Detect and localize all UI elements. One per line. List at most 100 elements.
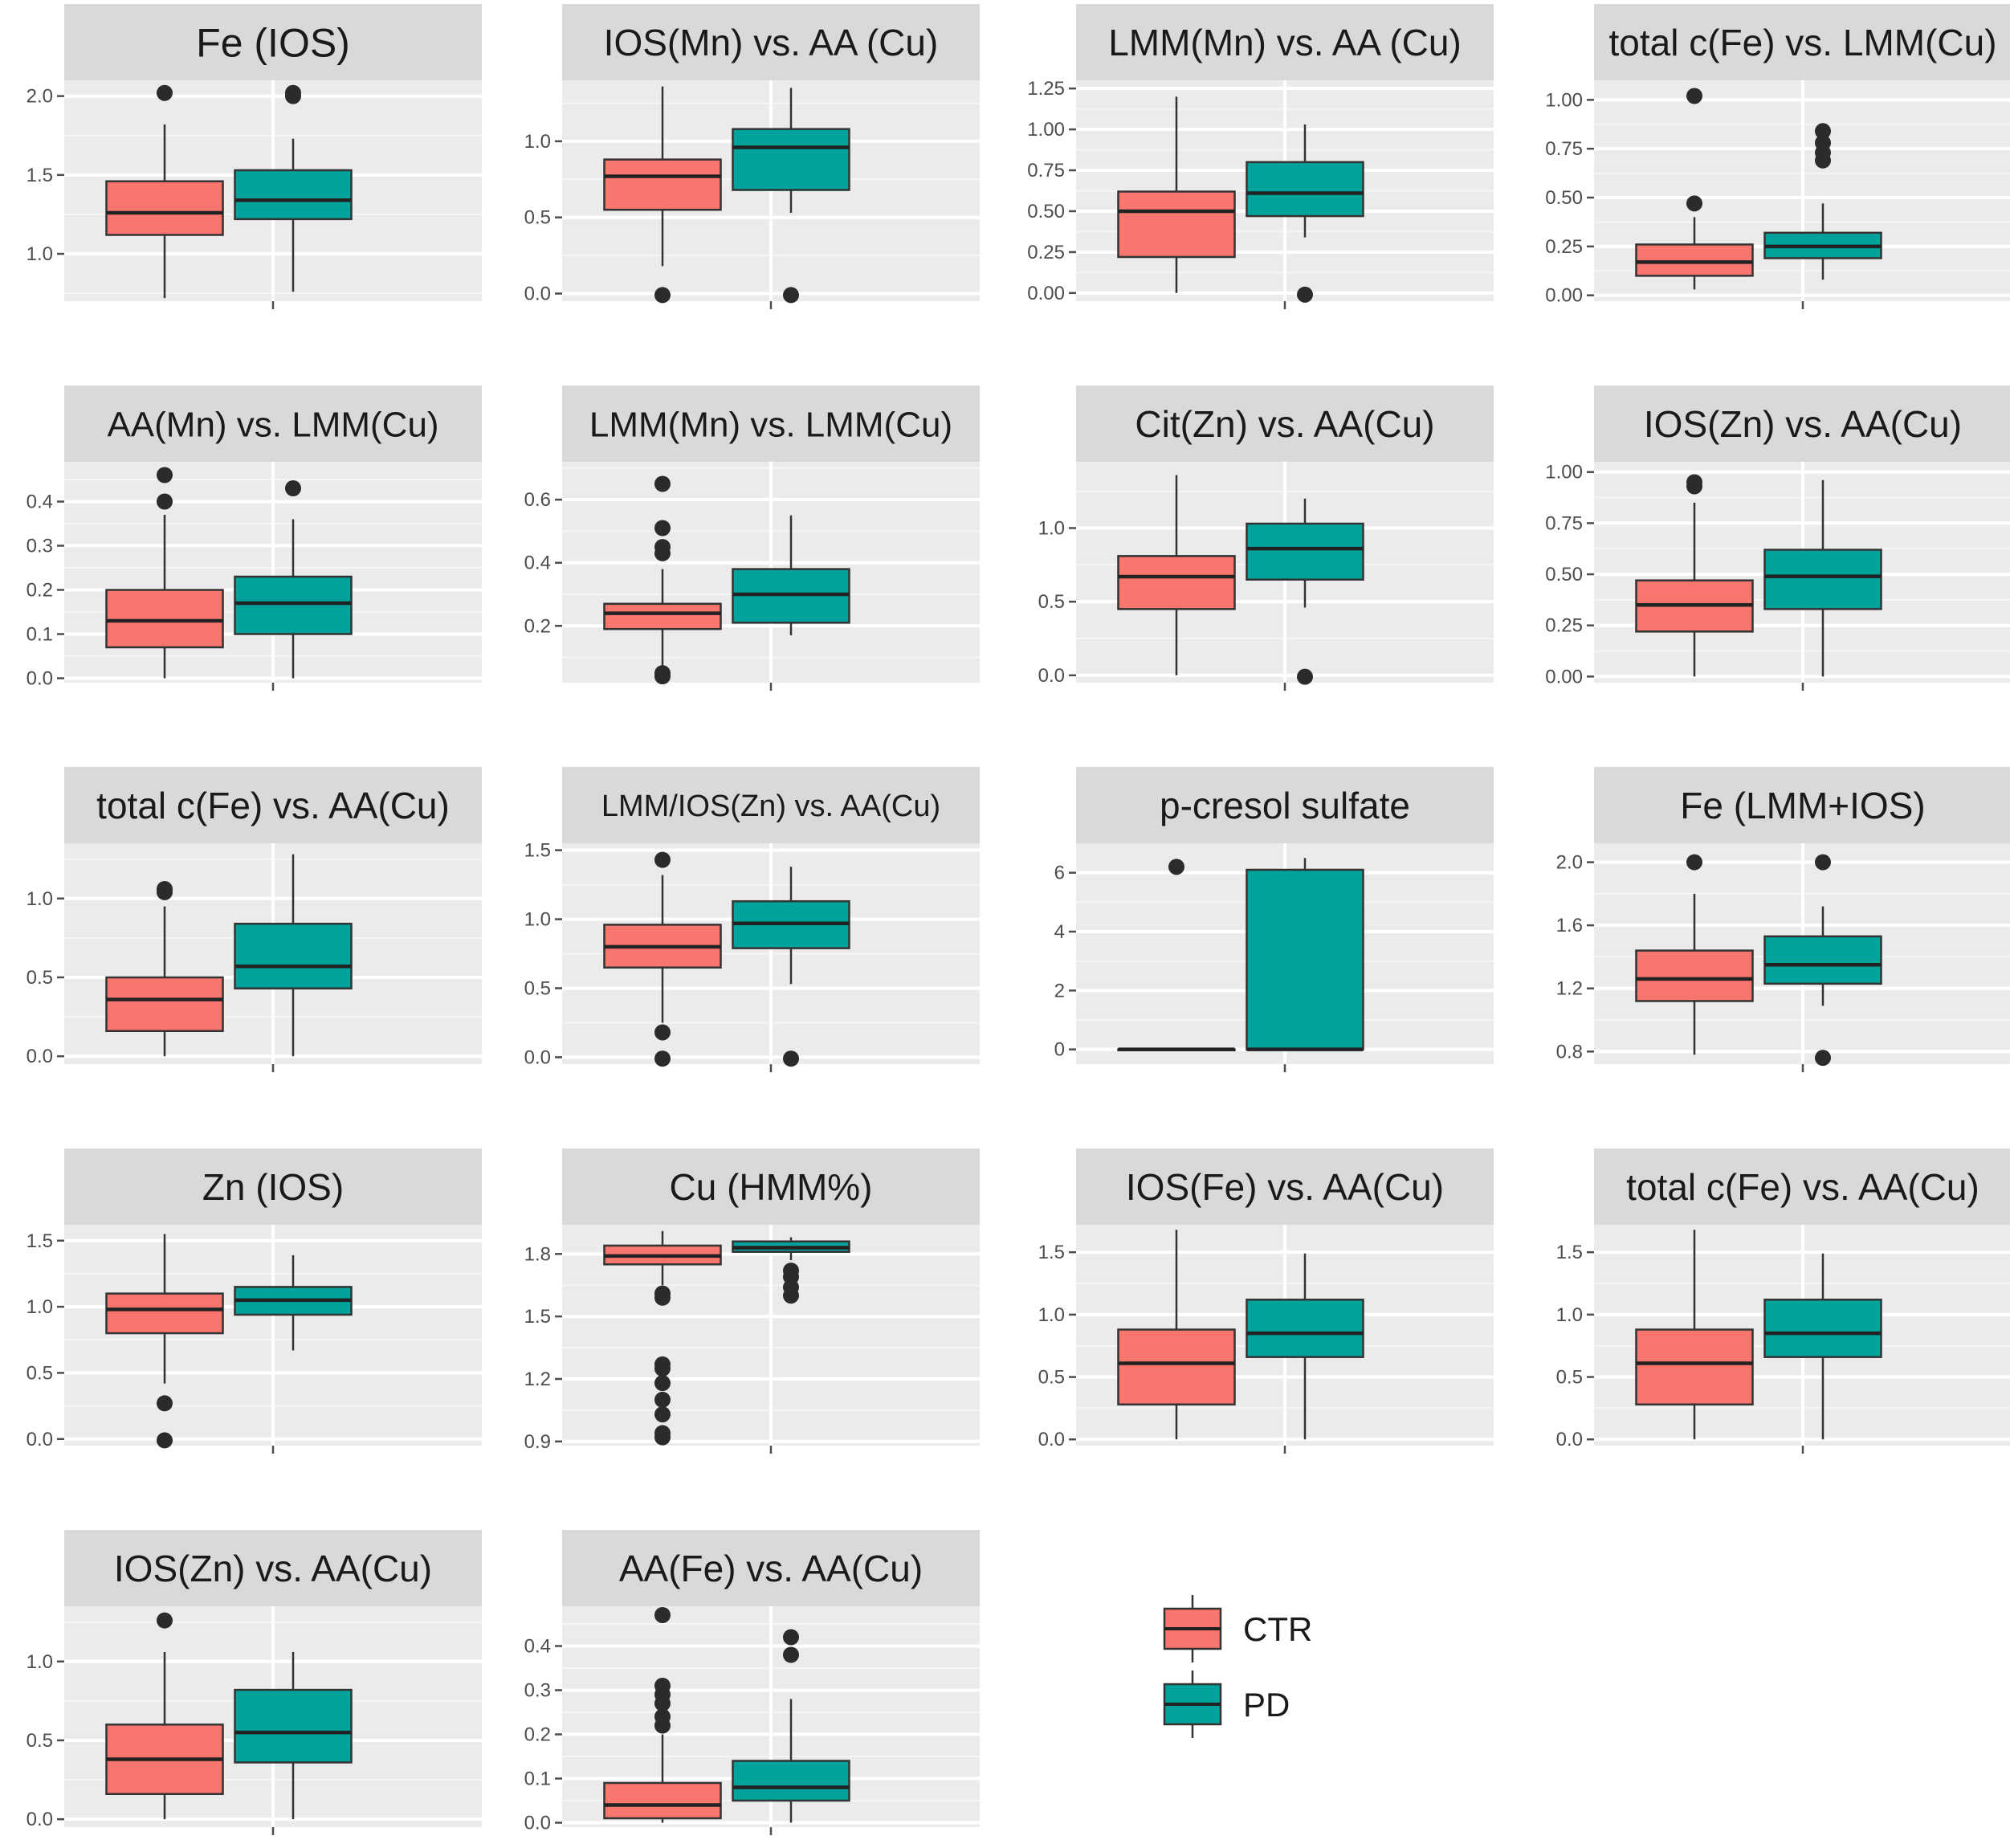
outlier-point (654, 539, 671, 556)
outlier-point (285, 84, 301, 101)
outlier-point (654, 1050, 671, 1067)
facet-title: Cit(Zn) vs. AA(Cu) (1135, 403, 1434, 445)
facet-title: IOS(Mn) vs. AA (Cu) (604, 22, 939, 63)
outlier-point (654, 1425, 671, 1442)
outlier-point (1297, 286, 1313, 303)
y-tick-label: 2.0 (1556, 852, 1583, 874)
y-tick-label: 1.00 (1027, 119, 1065, 141)
y-tick-label: 0.1 (524, 1768, 551, 1790)
facet-strip (1594, 1148, 2010, 1225)
box-ctr (1635, 854, 1754, 1055)
box-pd (732, 1629, 850, 1823)
y-tick-label: 0.50 (1545, 187, 1583, 209)
outlier-point (654, 475, 671, 492)
facet-title: IOS(Zn) vs. AA(Cu) (114, 1548, 432, 1589)
y-tick-label: 0.0 (27, 1046, 53, 1067)
box-ctr (603, 1230, 722, 1446)
facet-strip (1076, 4, 1494, 80)
facet-title: AA(Mn) vs. LMM(Cu) (107, 405, 438, 444)
y-tick-label: 1.25 (1027, 78, 1065, 100)
legend-item-ctr: CTR (1163, 1595, 1312, 1662)
outlier-point (654, 1391, 671, 1408)
y-tick-label: 0.0 (27, 668, 53, 690)
facet-strip (1076, 386, 1494, 462)
y-tick-label: 0.2 (524, 1724, 551, 1746)
facet-strip (1594, 4, 2010, 80)
outlier-point (1168, 859, 1184, 875)
outlier-point (783, 1646, 799, 1663)
facet-title: IOS(Fe) vs. AA(Cu) (1126, 1166, 1444, 1208)
facet-title: Zn (IOS) (202, 1166, 344, 1208)
outlier-point (654, 1678, 671, 1694)
box-ctr (1117, 1230, 1236, 1440)
facet-4-total-c-fe-vs-lmm-cu: total c(Fe) vs. LMM(Cu) 1.00 0.75 0.50 0.25 0… (1545, 4, 2010, 309)
box-pd (234, 1651, 353, 1820)
legend-item-pd: PD (1163, 1671, 1290, 1738)
y-tick-label: 1.00 (1545, 89, 1583, 111)
facet-16-total-c-fe-vs-aa-cu: total c(Fe) vs. AA(Cu) 1.5 1.0 0.5 0.0 (1556, 1148, 2010, 1454)
box-iqr (603, 158, 722, 211)
box-pd (1763, 479, 1882, 677)
box-ctr (1635, 1230, 1754, 1440)
outlier-point (654, 1356, 671, 1373)
facet-title: total c(Fe) vs. AA(Cu) (96, 785, 450, 826)
box-ctr (603, 1607, 722, 1823)
y-tick-label: 1.0 (27, 1296, 53, 1318)
facet-title: IOS(Zn) vs. AA(Cu) (1644, 403, 1962, 445)
box-iqr (732, 128, 850, 191)
legend: CTR PD (1163, 1595, 1312, 1738)
facet-strip (562, 1148, 980, 1225)
facet-title: AA(Fe) vs. AA(Cu) (619, 1548, 923, 1589)
outlier-point (1686, 854, 1702, 871)
outlier-point (285, 480, 301, 496)
outlier-point (1686, 88, 1702, 104)
outlier-point (157, 493, 173, 510)
y-tick-label: 1.5 (27, 1230, 53, 1252)
box-pd (234, 480, 353, 679)
y-tick-label: 0.25 (1545, 236, 1583, 258)
box-pd (732, 1237, 850, 1304)
y-tick-label: 0.0 (27, 1429, 53, 1450)
outlier-point (157, 467, 173, 483)
facet-strip (1594, 767, 2010, 843)
box-iqr (1117, 555, 1236, 610)
y-tick-label: 0.75 (1027, 160, 1065, 182)
y-tick-label: 0.50 (1545, 564, 1583, 585)
y-tick-label: 0.5 (27, 1362, 53, 1384)
box-pd (234, 1254, 353, 1351)
facet-9-total-c-fe-vs-aa-cu: total c(Fe) vs. AA(Cu) 1.0 0.5 0.0 (27, 767, 482, 1072)
box-ctr (603, 851, 722, 1067)
box-ctr (105, 880, 224, 1057)
box-iqr (234, 575, 353, 635)
y-tick-label: 0.25 (1545, 615, 1583, 637)
y-tick-label: 0.0 (1038, 665, 1065, 687)
y-tick-label: 1.5 (524, 840, 551, 862)
box-iqr (1246, 1298, 1364, 1358)
box-iqr (105, 976, 224, 1032)
y-tick-label: 0.0 (27, 1809, 53, 1830)
y-tick-label: 0.5 (1038, 591, 1065, 613)
facet-strip (64, 4, 482, 80)
y-tick-label: 0.9 (524, 1431, 551, 1453)
outlier-point (1815, 134, 1831, 151)
box-iqr (1246, 161, 1364, 218)
box-pd (732, 515, 850, 636)
facet-8-ios-zn-vs-aa-cu: IOS(Zn) vs. AA(Cu) 1.00 0.75 0.50 0.25 0.00 (1545, 386, 2010, 691)
y-tick-label: 1.0 (1038, 518, 1065, 540)
legend-label: PD (1243, 1686, 1290, 1724)
outlier-point (157, 1612, 173, 1629)
outlier-point (654, 1708, 671, 1725)
y-tick-label: 0.5 (1556, 1367, 1583, 1389)
y-tick-label: 1.5 (1556, 1242, 1583, 1263)
box-pd (1246, 858, 1364, 1051)
facet-3-lmm-mn-vs-aa-cu: LMM(Mn) vs. AA (Cu) 1.25 1.00 0.75 0.50 0.25 0… (1027, 4, 1494, 309)
outlier-point (157, 84, 173, 101)
facet-title: LMM(Mn) vs. AA (Cu) (1108, 22, 1462, 63)
box-ctr (105, 1234, 224, 1449)
y-tick-label: 0.2 (524, 615, 551, 637)
box-iqr (603, 1781, 722, 1820)
box-ctr (1635, 474, 1754, 677)
box-pd (1763, 123, 1882, 280)
facet-title: p-cresol sulfate (1160, 785, 1410, 826)
